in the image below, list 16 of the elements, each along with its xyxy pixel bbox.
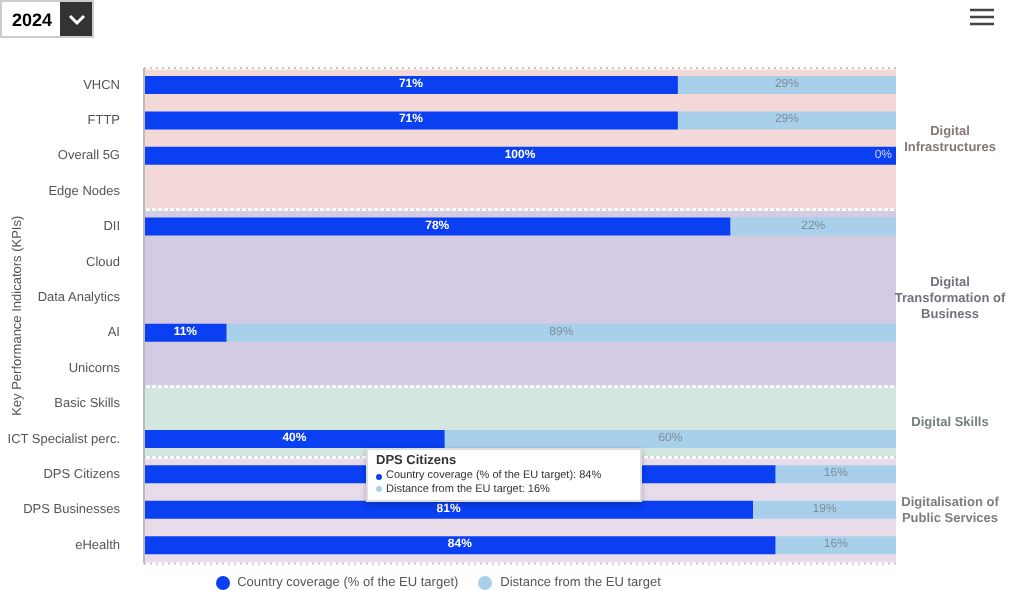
bar bbox=[144, 146, 896, 165]
bar bbox=[144, 76, 678, 94]
bar bbox=[444, 429, 896, 448]
bar bbox=[775, 536, 896, 555]
bar bbox=[144, 429, 445, 448]
bar bbox=[753, 500, 896, 519]
bar bbox=[677, 76, 896, 94]
bar bbox=[144, 217, 731, 236]
bar bbox=[677, 111, 896, 130]
bar bbox=[226, 323, 896, 342]
bar bbox=[730, 217, 896, 236]
year-dropdown: 2024 bbox=[0, 0, 94, 38]
bar bbox=[775, 465, 896, 484]
bar bbox=[144, 500, 754, 519]
bar bbox=[144, 536, 776, 555]
bar bbox=[144, 111, 678, 130]
